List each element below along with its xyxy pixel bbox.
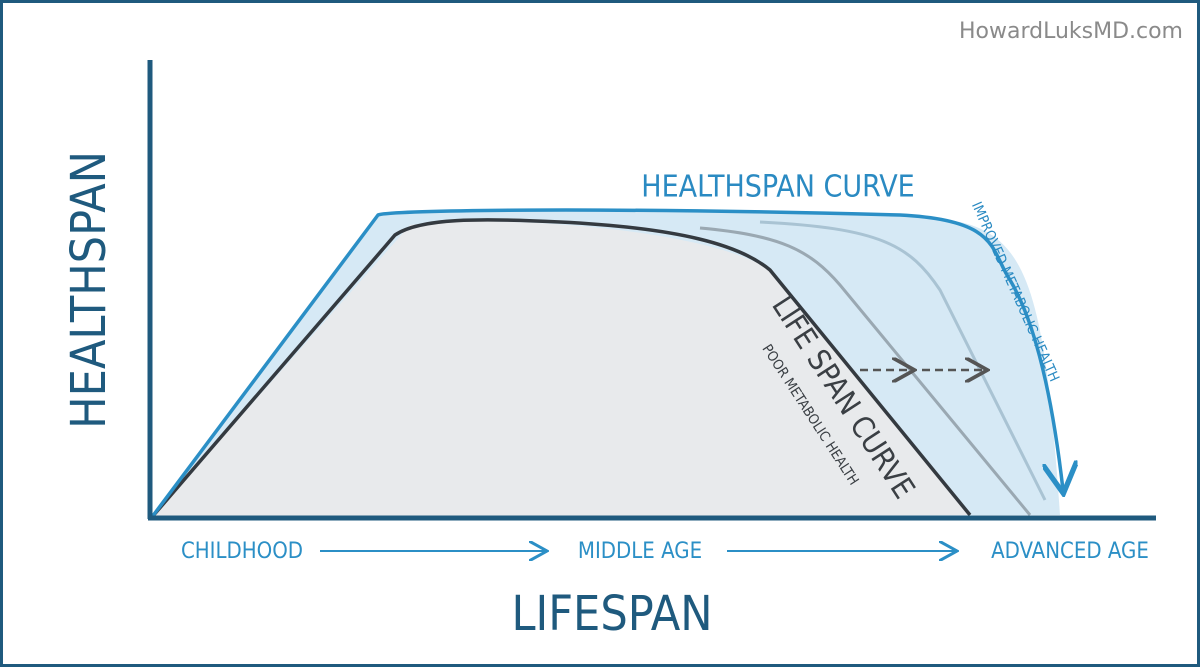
intermediate-curve [759, 220, 1047, 501]
y-axis-label: HEALTHSPAN [61, 151, 117, 429]
intermediate-curve [699, 226, 1032, 516]
stage-label: CHILDHOOD [181, 539, 303, 564]
lifespan-area [152, 221, 970, 518]
healthspan-curve-label: HEALTHSPAN CURVE [641, 170, 914, 205]
lifespan-curve [150, 218, 972, 519]
watermark: HowardLuksMD.com [959, 19, 1183, 44]
stage-label: MIDDLE AGE [578, 539, 702, 564]
x-axis-label: LIFESPAN [511, 586, 712, 642]
healthspan-curve [150, 208, 1063, 519]
stage-label: ADVANCED AGE [991, 539, 1149, 564]
